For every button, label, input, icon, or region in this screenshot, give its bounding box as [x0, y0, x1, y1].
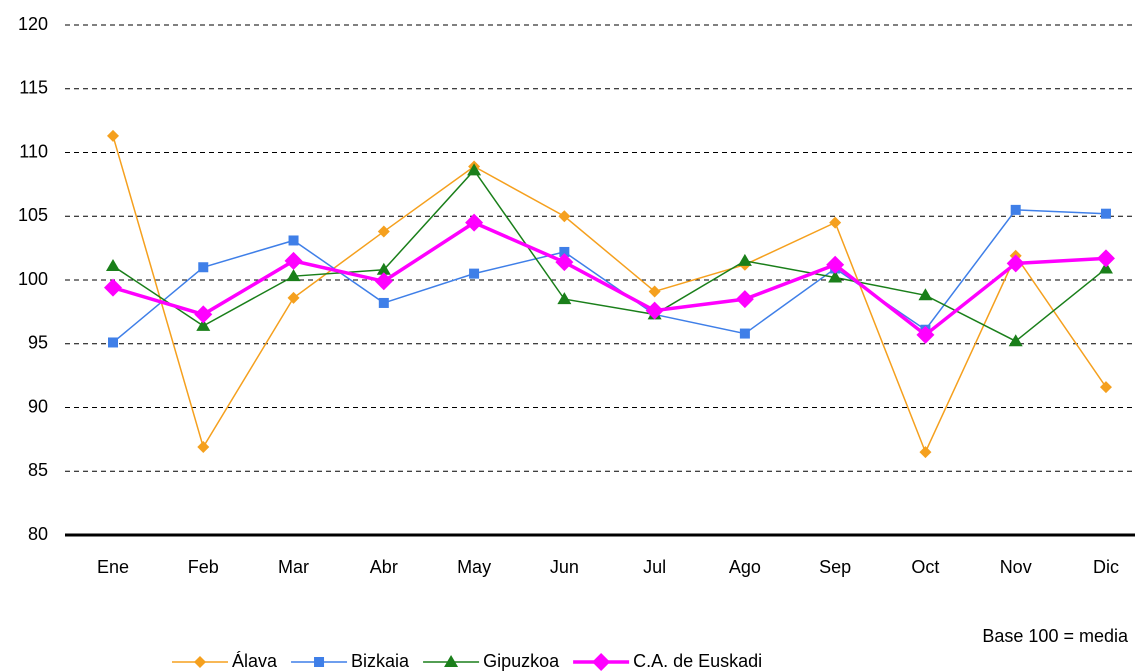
data-point [196, 318, 211, 331]
x-tick-label: Mar [278, 557, 309, 577]
data-point [198, 262, 209, 273]
data-point [108, 337, 118, 348]
data-point [916, 325, 935, 344]
x-tick-label: Nov [1000, 557, 1032, 577]
data-point [829, 216, 842, 229]
x-tick-label: Abr [370, 557, 398, 577]
data-point [1096, 249, 1115, 268]
data-point [284, 251, 303, 270]
data-point [374, 272, 393, 291]
data-point [287, 291, 300, 304]
data-point [1098, 261, 1113, 274]
series-line [112, 209, 1107, 344]
series-line [112, 169, 1107, 343]
data-point [559, 246, 570, 257]
y-tick-label: 90 [28, 396, 48, 416]
x-tick-label: Sep [819, 557, 851, 577]
data-point [1099, 381, 1112, 394]
data-point [194, 305, 213, 324]
data-point [1008, 334, 1023, 347]
data-point [735, 290, 754, 309]
data-point [376, 262, 391, 275]
x-tick-label: Jun [550, 557, 579, 577]
data-point [555, 253, 574, 272]
data-point [557, 292, 572, 305]
data-point [558, 210, 571, 223]
data-point [919, 446, 932, 459]
legend-label: Álava [232, 651, 278, 671]
data-point [104, 278, 122, 297]
data-point [465, 213, 484, 232]
legend-marker [592, 653, 611, 671]
x-tick-label: Ene [97, 557, 129, 577]
legend-label: Bizkaia [351, 651, 410, 671]
data-point [1006, 254, 1025, 273]
data-point [1100, 208, 1111, 219]
legend-label: C.A. de Euskadi [633, 651, 762, 671]
data-point [918, 288, 933, 301]
legend-marker [194, 656, 206, 668]
y-tick-label: 110 [19, 141, 48, 161]
x-tick-label: Dic [1093, 557, 1119, 577]
data-point [467, 163, 482, 176]
data-point [106, 258, 120, 271]
data-point [737, 253, 752, 266]
data-point [826, 255, 845, 274]
data-point [288, 235, 299, 246]
y-tick-label: 95 [28, 333, 48, 353]
series-line [112, 135, 1107, 455]
data-point [645, 301, 664, 320]
y-tick-label: 85 [28, 460, 48, 480]
series-line [112, 220, 1107, 338]
y-tick-label: 100 [18, 269, 48, 289]
data-point [197, 441, 210, 454]
y-tick-label: 120 [18, 14, 48, 34]
data-point [377, 225, 390, 238]
annotation: Base 100 = media [982, 626, 1129, 646]
data-point [648, 285, 661, 298]
x-tick-label: Jul [643, 557, 666, 577]
data-point [1010, 204, 1021, 215]
data-point [107, 129, 119, 142]
data-point [828, 270, 843, 283]
legend-marker [314, 657, 325, 667]
y-tick-label: 80 [28, 524, 48, 544]
legend-marker [444, 655, 459, 667]
x-tick-label: May [457, 557, 491, 577]
x-tick-label: Feb [188, 557, 219, 577]
y-tick-label: 105 [18, 205, 48, 225]
x-tick-label: Ago [729, 557, 761, 577]
y-tick-label: 115 [19, 78, 48, 98]
legend-label: Gipuzkoa [483, 651, 560, 671]
data-point [286, 269, 301, 282]
data-point [378, 297, 389, 308]
x-tick-label: Oct [911, 557, 939, 577]
data-point [739, 328, 750, 339]
data-point [469, 268, 480, 279]
